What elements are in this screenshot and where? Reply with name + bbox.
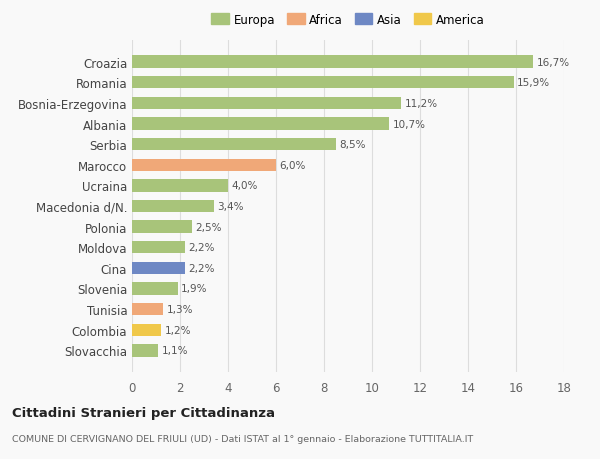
Text: 1,9%: 1,9% bbox=[181, 284, 208, 294]
Text: 1,1%: 1,1% bbox=[162, 346, 188, 356]
Text: 11,2%: 11,2% bbox=[404, 99, 437, 109]
Bar bbox=[132, 77, 514, 89]
Legend: Europa, Africa, Asia, America: Europa, Africa, Asia, America bbox=[209, 11, 487, 29]
Text: COMUNE DI CERVIGNANO DEL FRIULI (UD) - Dati ISTAT al 1° gennaio - Elaborazione T: COMUNE DI CERVIGNANO DEL FRIULI (UD) - D… bbox=[12, 434, 473, 443]
Bar bbox=[132, 56, 533, 69]
Bar bbox=[132, 118, 389, 130]
Bar bbox=[132, 221, 192, 233]
Bar bbox=[132, 324, 161, 336]
Bar bbox=[132, 97, 401, 110]
Text: Cittadini Stranieri per Cittadinanza: Cittadini Stranieri per Cittadinanza bbox=[12, 406, 275, 419]
Bar bbox=[132, 241, 185, 254]
Text: 16,7%: 16,7% bbox=[536, 57, 569, 67]
Text: 2,2%: 2,2% bbox=[188, 263, 215, 273]
Text: 1,2%: 1,2% bbox=[164, 325, 191, 335]
Text: 2,5%: 2,5% bbox=[196, 222, 222, 232]
Text: 1,3%: 1,3% bbox=[167, 304, 193, 314]
Text: 2,2%: 2,2% bbox=[188, 243, 215, 253]
Bar bbox=[132, 139, 336, 151]
Bar bbox=[132, 201, 214, 213]
Text: 8,5%: 8,5% bbox=[340, 140, 366, 150]
Bar bbox=[132, 262, 185, 274]
Bar bbox=[132, 283, 178, 295]
Bar bbox=[132, 344, 158, 357]
Text: 3,4%: 3,4% bbox=[217, 202, 244, 212]
Bar bbox=[132, 180, 228, 192]
Text: 4,0%: 4,0% bbox=[232, 181, 258, 191]
Bar bbox=[132, 303, 163, 316]
Text: 10,7%: 10,7% bbox=[392, 119, 425, 129]
Text: 6,0%: 6,0% bbox=[280, 160, 306, 170]
Text: 15,9%: 15,9% bbox=[517, 78, 550, 88]
Bar bbox=[132, 159, 276, 172]
